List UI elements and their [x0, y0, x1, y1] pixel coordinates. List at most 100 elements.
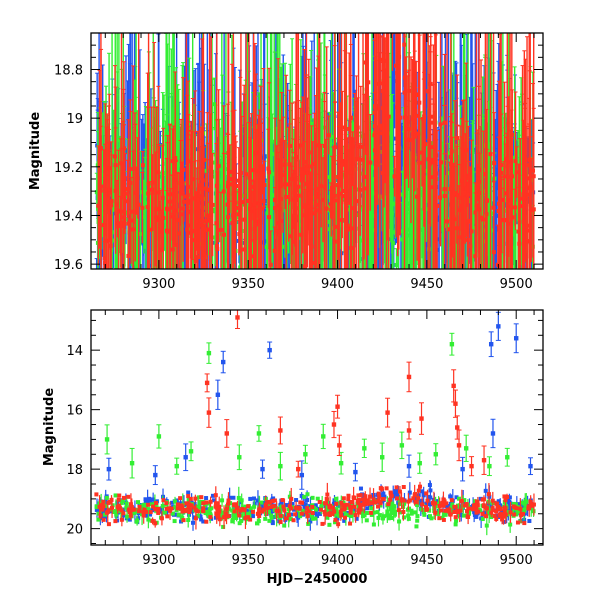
data-point — [426, 157, 431, 162]
data-point — [178, 212, 183, 217]
data-point — [415, 143, 420, 148]
data-point — [174, 243, 179, 248]
data-point — [297, 206, 302, 211]
data-point — [367, 223, 372, 228]
data-point — [406, 187, 411, 192]
data-point — [96, 203, 101, 208]
data-point — [426, 247, 431, 252]
top-y-axis-label: Magnitude — [28, 112, 43, 191]
data-point — [219, 223, 224, 228]
data-point — [301, 235, 306, 240]
data-point — [169, 272, 173, 276]
data-point — [483, 281, 487, 285]
data-point — [462, 190, 467, 195]
data-point — [104, 200, 109, 205]
data-point — [171, 211, 176, 216]
data-point — [256, 219, 261, 224]
data-point — [411, 131, 416, 136]
data-point — [148, 512, 153, 517]
data-point — [216, 164, 221, 169]
data-point — [492, 161, 497, 166]
data-point — [312, 161, 317, 166]
data-point — [457, 235, 462, 240]
data-point — [380, 170, 385, 175]
data-point — [207, 218, 212, 223]
data-point — [252, 501, 257, 506]
data-point — [98, 499, 103, 504]
data-point — [348, 170, 353, 175]
data-point — [481, 217, 486, 222]
data-point — [512, 178, 517, 183]
data-point — [529, 208, 534, 213]
data-point — [386, 18, 390, 22]
data-point — [440, 269, 444, 273]
data-point — [244, 172, 249, 177]
data-point — [451, 215, 456, 220]
data-point — [191, 520, 196, 525]
data-point — [366, 185, 371, 190]
bottom-data-points — [94, 310, 536, 536]
data-point — [399, 217, 404, 222]
data-point — [391, 492, 396, 497]
data-point — [433, 212, 438, 217]
data-point — [421, 147, 426, 152]
data-point — [510, 174, 515, 179]
data-point — [284, 195, 289, 200]
data-point — [432, 217, 437, 222]
data-point — [261, 172, 266, 177]
data-point — [392, 174, 397, 179]
data-point — [487, 173, 492, 178]
data-point — [513, 159, 518, 164]
data-point — [514, 170, 519, 175]
data-point — [329, 207, 334, 212]
data-point — [203, 228, 208, 233]
data-point — [214, 183, 219, 188]
data-point — [414, 93, 419, 98]
data-point — [511, 194, 516, 199]
data-point — [134, 225, 139, 230]
data-point — [342, 125, 347, 130]
data-point — [518, 204, 523, 209]
data-point — [249, 184, 254, 189]
data-point — [322, 143, 327, 148]
data-point — [152, 180, 157, 185]
data-point — [211, 498, 216, 503]
data-point — [377, 123, 382, 128]
data-point — [235, 202, 240, 207]
data-point — [140, 205, 145, 210]
data-point — [118, 223, 123, 228]
data-point — [391, 136, 396, 141]
data-point — [247, 206, 252, 211]
data-point — [476, 167, 481, 172]
data-point — [131, 227, 136, 232]
data-point — [527, 163, 532, 168]
data-point — [352, 185, 357, 190]
data-point — [289, 234, 294, 239]
data-point — [380, 88, 385, 93]
data-point — [356, 157, 361, 162]
data-point — [336, 174, 341, 179]
data-point — [143, 189, 148, 194]
data-point — [319, 183, 324, 188]
data-point — [185, 227, 190, 232]
data-point — [227, 177, 232, 182]
data-point — [302, 204, 307, 209]
data-point — [209, 213, 214, 218]
data-point — [406, 137, 411, 142]
data-point — [278, 196, 283, 201]
data-point — [388, 131, 393, 136]
data-point — [98, 146, 103, 151]
data-point — [519, 169, 524, 174]
data-point — [454, 260, 459, 265]
data-point — [485, 187, 490, 192]
data-point — [170, 500, 175, 505]
data-point — [374, 277, 378, 281]
data-point — [200, 195, 205, 200]
data-point — [292, 173, 297, 178]
data-point — [157, 206, 162, 211]
data-point — [326, 133, 331, 138]
data-point — [280, 244, 285, 249]
data-point — [226, 214, 231, 219]
data-point — [118, 192, 123, 197]
